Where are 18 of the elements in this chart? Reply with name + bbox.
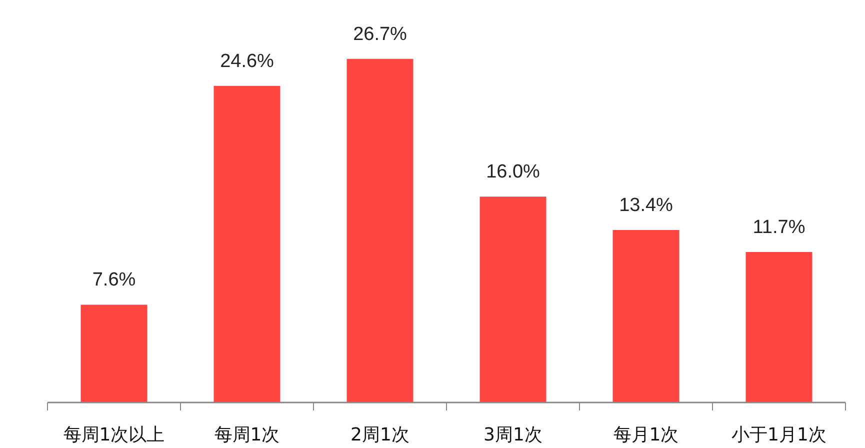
bar xyxy=(746,252,812,402)
data-label: 11.7% xyxy=(752,216,806,238)
x-tick-label: 3周1次 xyxy=(484,424,542,446)
bar xyxy=(612,230,680,402)
bar xyxy=(346,58,414,402)
x-tick-label: 每月1次 xyxy=(613,424,679,446)
data-label: 13.4% xyxy=(619,195,674,216)
data-label: 26.7% xyxy=(353,24,408,45)
data-label: 16.0% xyxy=(486,162,540,183)
bar xyxy=(480,196,546,402)
x-tick-label: 每周1次以上 xyxy=(63,424,165,446)
bar xyxy=(80,304,148,402)
data-label: 7.6% xyxy=(92,270,136,291)
x-tick-label: 小于1月1次 xyxy=(732,424,826,446)
bar xyxy=(214,86,280,402)
x-tick-label: 2周1次 xyxy=(350,424,410,446)
data-label: 24.6% xyxy=(220,50,274,72)
x-tick-label: 每周1次 xyxy=(214,424,280,446)
